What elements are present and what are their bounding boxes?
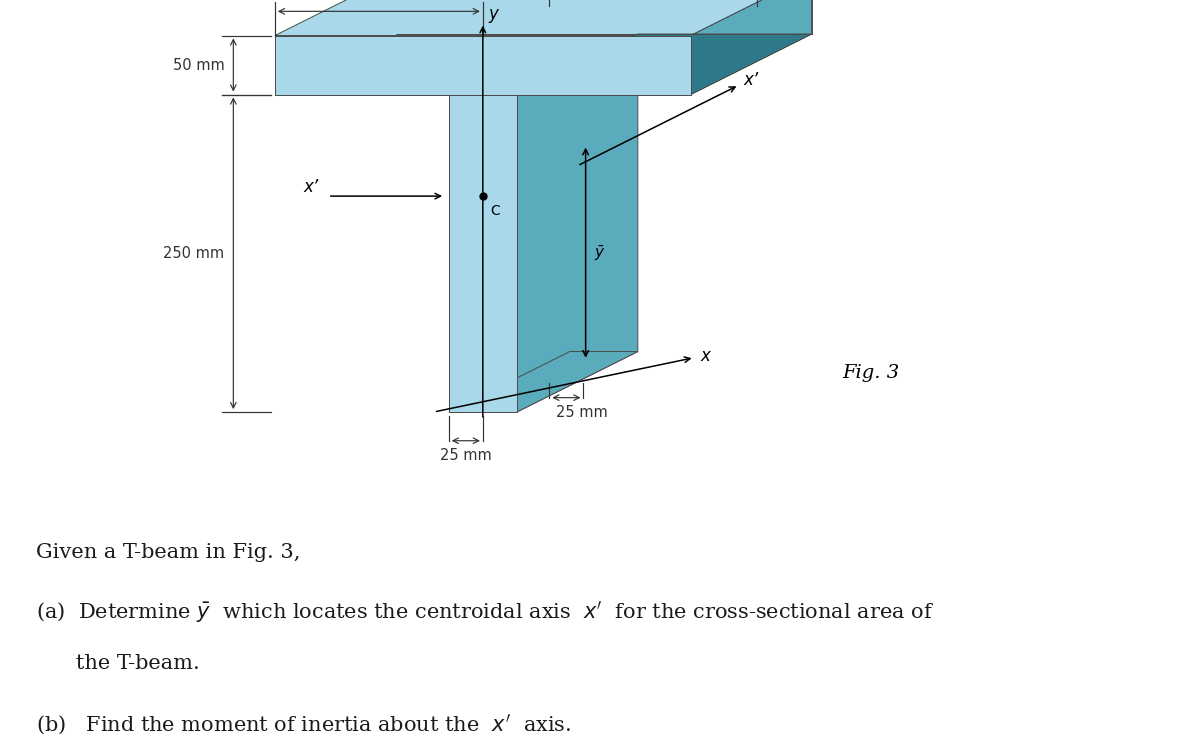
Text: 25 mm: 25 mm	[440, 448, 492, 463]
Text: 250 mm: 250 mm	[163, 246, 224, 261]
Text: 25 mm: 25 mm	[556, 405, 607, 420]
Text: Given a T-beam in Fig. 3,: Given a T-beam in Fig. 3,	[36, 543, 300, 562]
Polygon shape	[275, 0, 811, 36]
Polygon shape	[275, 36, 691, 94]
Polygon shape	[449, 94, 517, 412]
Text: 150 mm: 150 mm	[348, 0, 409, 1]
Polygon shape	[691, 0, 811, 94]
Text: (b)   Find the moment of inertia about the  $x'$  axis.: (b) Find the moment of inertia about the…	[36, 712, 571, 737]
Text: C: C	[491, 204, 500, 218]
Polygon shape	[517, 34, 638, 412]
Text: x: x	[701, 346, 710, 364]
Text: 50 mm: 50 mm	[173, 57, 224, 73]
Polygon shape	[275, 36, 691, 94]
Text: the T-beam.: the T-beam.	[36, 655, 199, 674]
Polygon shape	[517, 34, 811, 94]
Text: x’: x’	[744, 71, 758, 89]
Polygon shape	[449, 94, 517, 412]
Text: Fig. 3: Fig. 3	[842, 364, 899, 382]
Polygon shape	[396, 0, 811, 34]
Text: y: y	[488, 5, 498, 23]
Text: x’: x’	[304, 178, 319, 197]
Text: (a)  Determine $\bar{y}$  which locates the centroidal axis  $x'$  for the cross: (a) Determine $\bar{y}$ which locates th…	[36, 599, 934, 624]
Text: ȳ: ȳ	[595, 245, 604, 260]
Polygon shape	[449, 352, 638, 412]
